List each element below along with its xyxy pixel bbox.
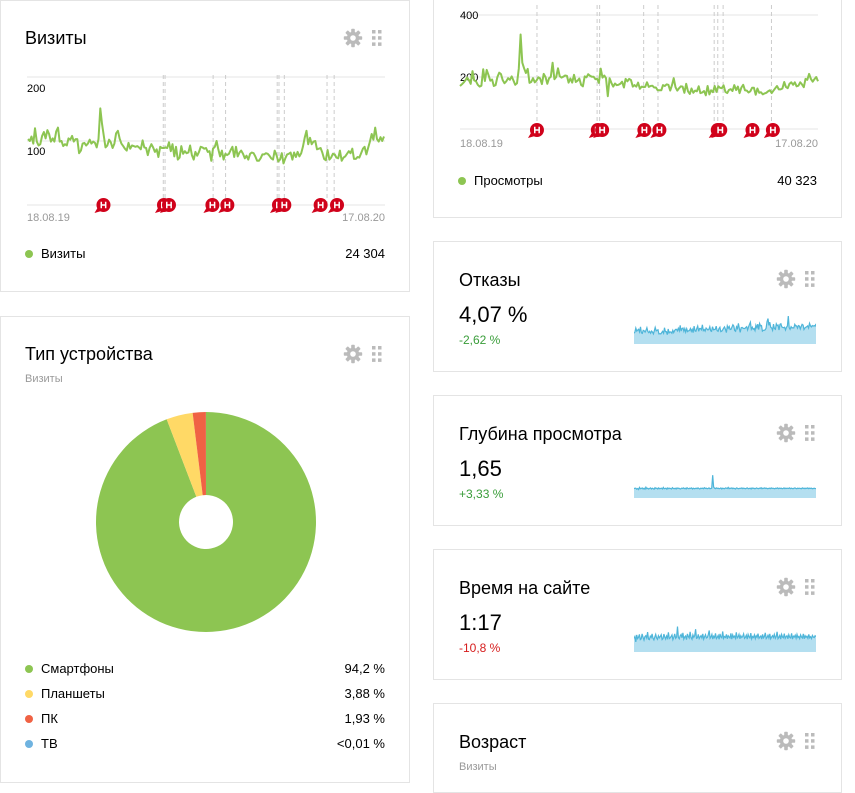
drag-handle-icon[interactable] [371, 344, 383, 364]
gear-icon[interactable] [776, 731, 796, 751]
drag-handle-icon[interactable] [804, 269, 816, 289]
legend-item-tablets[interactable]: Планшеты 3,88 % [25, 686, 385, 702]
legend-item-tv[interactable]: ТВ <0,01 % [25, 736, 385, 752]
legend-dot [458, 177, 466, 185]
metric-delta: -2,62 % [459, 333, 500, 347]
metric-value: 1,65 [459, 456, 502, 482]
annotation-marker[interactable] [743, 123, 759, 138]
card-tools [343, 28, 387, 50]
x-label-start: 18.08.19 [460, 138, 503, 150]
legend-label: ТВ [41, 736, 58, 751]
annotation-marker[interactable] [218, 198, 234, 213]
metric-delta: +3,33 % [459, 487, 503, 501]
annotation-marker[interactable] [94, 198, 110, 213]
annotation-marker[interactable] [635, 123, 651, 138]
card-title: Глубина просмотра [459, 424, 622, 445]
card-title: Визиты [25, 28, 87, 49]
card-title: Отказы [459, 270, 521, 291]
legend-value: 3,88 % [345, 686, 385, 701]
drag-handle-icon[interactable] [804, 577, 816, 597]
visits-chart: 200 100 18.08.19 17.08.20 [1, 61, 411, 231]
x-label-end: 17.08.20 [775, 138, 818, 150]
page-depth-card: Глубина просмотра 1,65 +3,33 % [433, 395, 842, 526]
legend-dot [25, 715, 33, 723]
legend-label: Визиты [41, 246, 85, 261]
device-pie-chart [1, 397, 411, 657]
legend-value: 24 304 [345, 246, 385, 261]
legend-item-views[interactable]: Просмотры 40 323 [458, 173, 817, 189]
drag-handle-icon[interactable] [371, 28, 383, 48]
gear-icon[interactable] [776, 269, 796, 289]
legend-dot [25, 740, 33, 748]
depth-sparkline [634, 466, 816, 498]
card-tools [776, 423, 820, 445]
drag-handle-icon[interactable] [804, 423, 816, 443]
legend-dot [25, 250, 33, 258]
annotation-marker[interactable] [528, 123, 544, 138]
card-subtitle: Визиты [25, 373, 63, 385]
gear-icon[interactable] [343, 28, 363, 48]
legend-dot [25, 665, 33, 673]
legend-item-pc[interactable]: ПК 1,93 % [25, 711, 385, 727]
gear-icon[interactable] [343, 344, 363, 364]
card-tools [776, 269, 820, 291]
legend-label: Просмотры [474, 173, 543, 188]
y-tick-label: 400 [460, 10, 478, 22]
device-type-card: Тип устройства Визиты Смартфоны 94,2 % П… [0, 316, 410, 783]
legend-dot [25, 690, 33, 698]
card-title: Возраст [459, 732, 526, 753]
card-subtitle: Визиты [459, 761, 497, 773]
bounce-sparkline [634, 312, 816, 344]
legend-value: <0,01 % [337, 736, 385, 751]
time-sparkline [634, 620, 816, 652]
drag-handle-icon[interactable] [804, 731, 816, 751]
card-title: Тип устройства [25, 344, 153, 365]
annotation-marker[interactable] [650, 123, 666, 138]
annotation-marker[interactable] [312, 198, 328, 213]
sparkline-line [634, 475, 816, 489]
card-tools [776, 731, 820, 753]
legend-value: 1,93 % [345, 711, 385, 726]
legend-label: Планшеты [41, 686, 105, 701]
annotation-marker[interactable] [764, 123, 780, 138]
age-card: Возраст Визиты [433, 703, 842, 793]
annotation-marker[interactable] [203, 198, 219, 213]
series-line [28, 108, 384, 163]
metric-delta: -10,8 % [459, 641, 500, 655]
legend-label: ПК [41, 711, 58, 726]
card-tools [343, 344, 387, 366]
gear-icon[interactable] [776, 577, 796, 597]
time-on-site-card: Время на сайте 1:17 -10,8 % [433, 549, 842, 680]
legend-value: 94,2 % [345, 661, 385, 676]
gear-icon[interactable] [776, 423, 796, 443]
card-title: Время на сайте [459, 578, 590, 599]
legend-value: 40 323 [777, 173, 817, 188]
series-line [460, 35, 818, 97]
bounce-rate-card: Отказы 4,07 % -2,62 % [433, 241, 842, 372]
legend-item-smartphones[interactable]: Смартфоны 94,2 % [25, 661, 385, 677]
metric-value: 1:17 [459, 610, 502, 636]
metric-value: 4,07 % [459, 302, 528, 328]
sparkline-area [634, 627, 816, 652]
views-chart: 400 200 18.08.19 17.08.20 [434, 0, 843, 157]
card-tools [776, 577, 820, 599]
legend-item-visits[interactable]: Визиты 24 304 [25, 246, 385, 262]
x-label-end: 17.08.20 [342, 212, 385, 224]
y-tick-label: 200 [27, 83, 45, 95]
y-tick-label: 100 [27, 146, 45, 158]
x-label-start: 18.08.19 [27, 212, 70, 224]
annotation-marker[interactable] [328, 198, 344, 213]
visits-card: Визиты 200 100 18.08.19 17.08.20 Визиты … [0, 0, 410, 292]
views-card: 400 200 18.08.19 17.08.20 Просмотры 40 3… [433, 0, 842, 218]
legend-label: Смартфоны [41, 661, 114, 676]
sparkline-area [634, 475, 816, 498]
